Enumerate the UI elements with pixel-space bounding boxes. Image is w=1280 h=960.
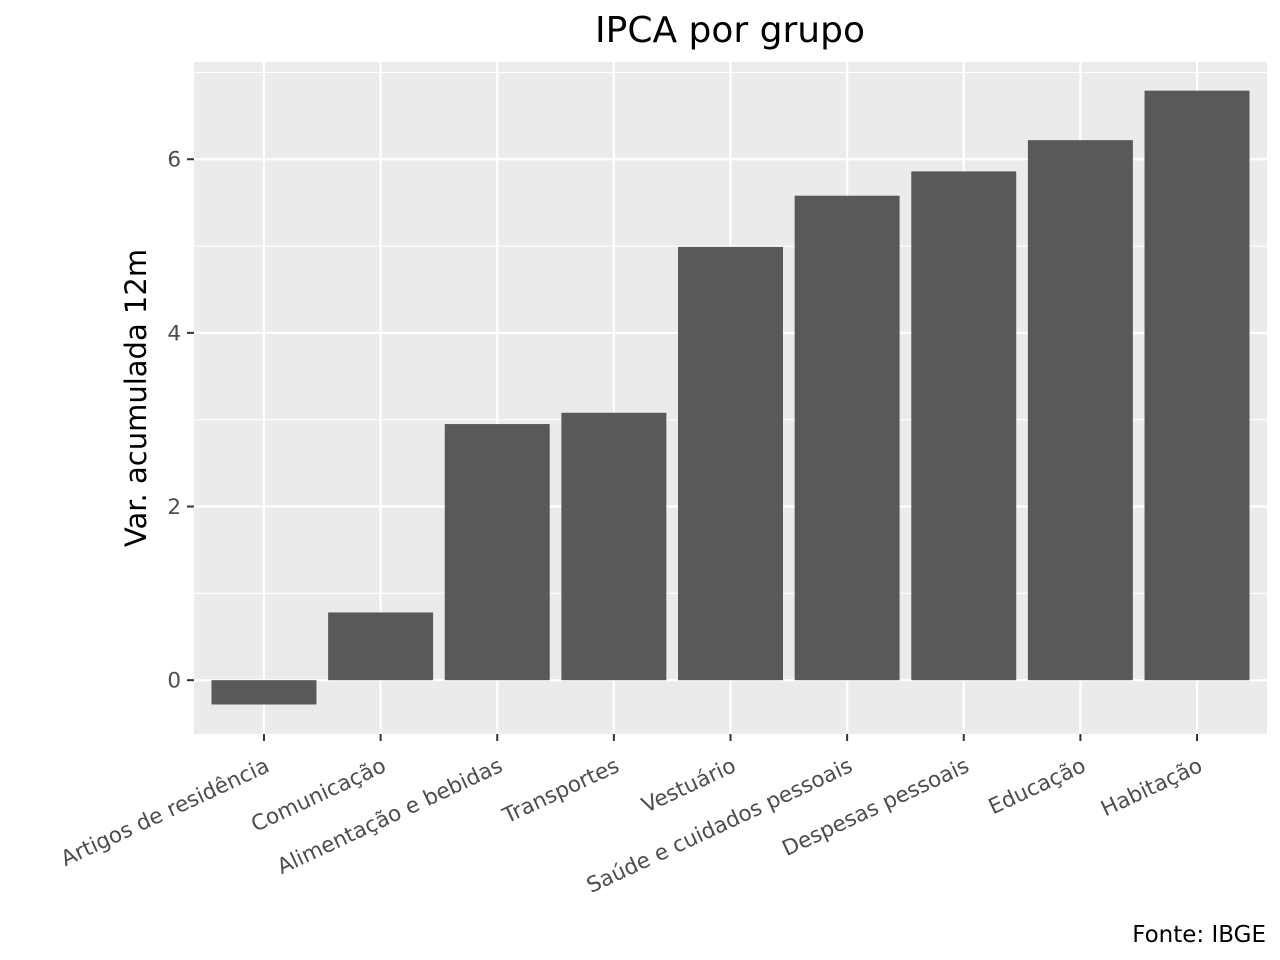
bar-1 (211, 680, 317, 705)
bar-8 (1027, 140, 1133, 681)
y-axis: 0 2 4 6 (167, 148, 194, 694)
y-axis-label: Var. acumulada 12m (119, 249, 153, 547)
bars (211, 90, 1250, 705)
y-tick-label: 0 (167, 669, 181, 694)
chart-title: IPCA por grupo (595, 10, 865, 51)
bar-5 (678, 246, 783, 681)
bar-6 (794, 195, 900, 681)
bar-7 (911, 171, 1017, 681)
x-tick-label: Habitação (1097, 753, 1206, 822)
x-tick-label: Transportes (498, 753, 623, 829)
bar-4 (561, 412, 667, 681)
y-tick-label: 4 (167, 321, 181, 346)
y-tick-label: 2 (167, 495, 181, 520)
x-tick-label: Despesas pessoais (779, 753, 974, 861)
x-tick-label: Alimentação e bebidas (273, 753, 506, 879)
caption-source: Fonte: IBGE (1132, 922, 1266, 948)
y-tick-label: 6 (167, 148, 181, 173)
bar-9 (1144, 90, 1250, 681)
x-tick-label: Vestuário (638, 753, 740, 818)
x-tick-label: Artigos de residência (57, 753, 273, 871)
bar-2 (328, 612, 434, 681)
bar-3 (444, 424, 550, 681)
x-tick-label: Educação (985, 753, 1090, 820)
x-axis: Artigos de residênciaComunicaçãoAlimenta… (57, 734, 1206, 899)
